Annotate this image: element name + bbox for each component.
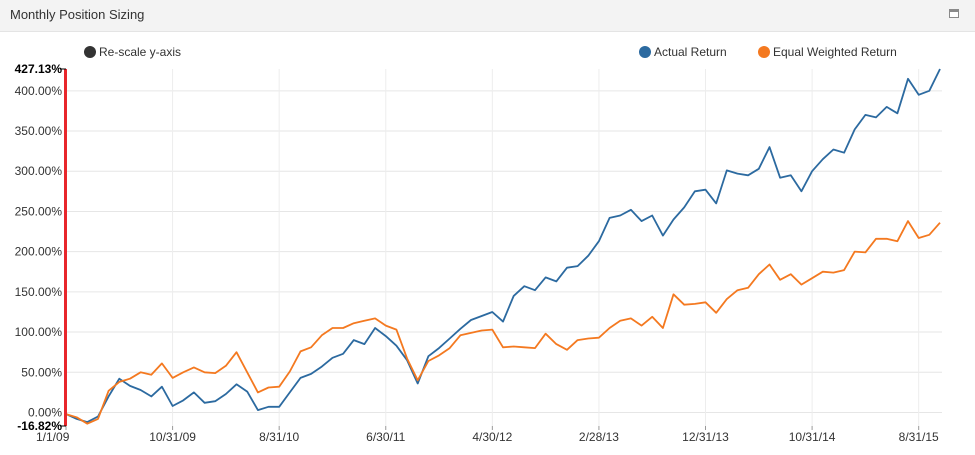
y-range-max-label: 427.13% bbox=[15, 62, 63, 76]
y-tick-label: 150.00% bbox=[15, 285, 63, 299]
panel-title: Monthly Position Sizing bbox=[10, 7, 145, 22]
series-line-equal-weighted-return bbox=[65, 220, 941, 425]
x-tick-label: 8/31/10 bbox=[259, 430, 299, 444]
x-tick-label: 8/31/15 bbox=[899, 430, 939, 444]
y-tick-label: 300.00% bbox=[15, 164, 63, 178]
rescale-y-axis-toggle[interactable]: Re-scale y-axis bbox=[84, 45, 181, 59]
y-tick-label: 350.00% bbox=[15, 124, 63, 138]
y-tick-label: 200.00% bbox=[15, 245, 63, 259]
chart-grid bbox=[65, 69, 942, 426]
legend-actual-dot-icon bbox=[639, 46, 651, 58]
series-line-actual-return bbox=[65, 68, 941, 424]
x-tick-label: 10/31/14 bbox=[789, 430, 836, 444]
y-tick-label: 100.00% bbox=[15, 325, 63, 339]
legend-actual-return[interactable]: Actual Return bbox=[639, 45, 727, 59]
x-tick-label: 10/31/09 bbox=[149, 430, 196, 444]
legend-equal-dot-icon bbox=[758, 46, 770, 58]
y-tick-label: 400.00% bbox=[15, 84, 63, 98]
legend-equal-weighted-return[interactable]: Equal Weighted Return bbox=[758, 45, 897, 59]
rescale-dot-icon bbox=[84, 46, 96, 58]
y-tick-label: 0.00% bbox=[28, 405, 62, 419]
maximize-icon[interactable] bbox=[949, 9, 959, 18]
x-tick-label: 2/28/13 bbox=[579, 430, 619, 444]
x-tick-label: 6/30/11 bbox=[366, 430, 405, 444]
y-tick-label: 250.00% bbox=[15, 204, 63, 218]
x-tick-label: 1/1/09 bbox=[36, 430, 70, 444]
y-range-min-label: -16.82% bbox=[17, 419, 62, 433]
chart-series bbox=[65, 68, 941, 425]
chart-axes: 0.00% 50.00% 100.00% 150.00% 200.00% 250.00% 3… bbox=[15, 62, 939, 444]
panel-header: Monthly Position Sizing bbox=[0, 0, 975, 32]
legend-actual-label: Actual Return bbox=[654, 45, 727, 59]
x-tick-label: 4/30/12 bbox=[472, 430, 512, 444]
legend-equal-label: Equal Weighted Return bbox=[773, 45, 897, 59]
rescale-label: Re-scale y-axis bbox=[99, 45, 182, 59]
y-tick-label: 50.00% bbox=[21, 365, 62, 379]
x-tick-label: 12/31/13 bbox=[682, 430, 729, 444]
